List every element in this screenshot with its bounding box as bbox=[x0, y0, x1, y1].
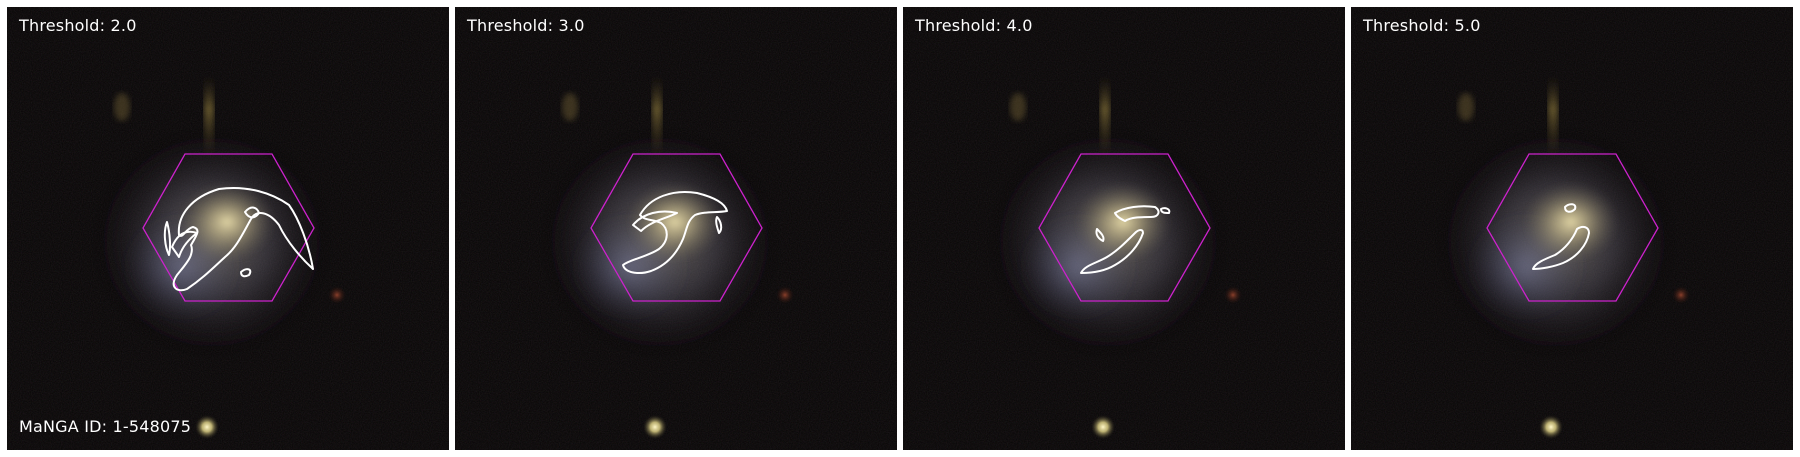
galaxy-image bbox=[1351, 7, 1793, 450]
contour-lines bbox=[163, 187, 314, 292]
panel-threshold-2: Threshold: 2.0 MaNGA ID: 1-548075 bbox=[7, 7, 449, 450]
galaxy-image bbox=[7, 7, 449, 450]
ifu-hexagon bbox=[142, 153, 315, 302]
contour-lines bbox=[622, 191, 728, 274]
ifu-hexagon bbox=[590, 153, 763, 302]
threshold-label: Threshold: 2.0 bbox=[19, 16, 137, 35]
galaxy-image bbox=[903, 7, 1345, 450]
manga-id-label: MaNGA ID: 1-548075 bbox=[19, 417, 192, 436]
galaxy-image bbox=[455, 7, 897, 450]
panel-threshold-3: Threshold: 3.0 bbox=[455, 7, 897, 450]
contour-lines bbox=[1080, 205, 1171, 274]
threshold-label: Threshold: 4.0 bbox=[915, 16, 1033, 35]
threshold-label: Threshold: 5.0 bbox=[1363, 16, 1481, 35]
ifu-hexagon bbox=[1486, 153, 1659, 302]
panel-threshold-4: Threshold: 4.0 bbox=[903, 7, 1345, 450]
threshold-label: Threshold: 3.0 bbox=[467, 16, 585, 35]
ifu-hexagon bbox=[1038, 153, 1211, 302]
contour-lines bbox=[1532, 203, 1590, 270]
panel-threshold-5: Threshold: 5.0 bbox=[1351, 7, 1793, 450]
